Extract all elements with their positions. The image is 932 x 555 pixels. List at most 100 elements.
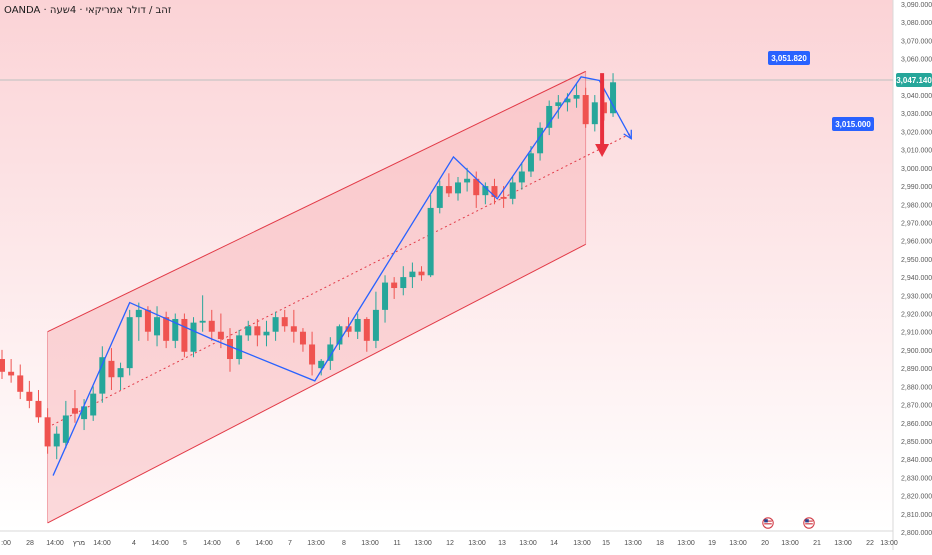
y-tick-label: 2,960.000 bbox=[901, 239, 932, 246]
candle-body bbox=[163, 317, 170, 341]
candle-body bbox=[546, 105, 553, 128]
candle-body bbox=[117, 368, 124, 378]
x-tick-label: 20 bbox=[761, 540, 769, 547]
zigzag-line bbox=[52, 76, 632, 476]
candle-body bbox=[309, 344, 316, 365]
candle-body bbox=[473, 178, 480, 196]
x-tick-label: 8 bbox=[342, 540, 346, 547]
x-tick-label: 13:00 bbox=[573, 540, 591, 547]
candle-body bbox=[582, 95, 589, 125]
candle-body bbox=[290, 326, 297, 332]
x-tick-label: 12 bbox=[446, 540, 454, 547]
y-tick-label: 2,890.000 bbox=[901, 366, 932, 373]
candle-body bbox=[610, 82, 617, 114]
candle-body bbox=[135, 309, 142, 318]
x-tick-label: 13 bbox=[498, 540, 506, 547]
zigzag-pattern bbox=[52, 76, 632, 476]
candle-body bbox=[345, 326, 352, 332]
chart-title: OANDA · זהב / דולר אמריקאי · 4שעה bbox=[4, 5, 172, 16]
y-tick-label: 2,970.000 bbox=[901, 220, 932, 227]
y-tick-label: 3,000.000 bbox=[901, 166, 932, 173]
y-axis-ticks: 3,090.0003,080.0003,070.0003,060.0003,05… bbox=[901, 2, 932, 537]
candle-body bbox=[144, 309, 151, 332]
candle-body bbox=[172, 318, 179, 341]
channel-midline bbox=[47, 132, 632, 428]
x-axis-ticks: :00 28 14:00 מרץ 14:00 4 14:00 5 14:00 6 14:00 7 13:… bbox=[1, 540, 898, 547]
candle-body bbox=[236, 335, 243, 360]
y-tick-label: 2,900.000 bbox=[901, 348, 932, 355]
candle-body bbox=[254, 326, 261, 336]
y-tick-label: 2,800.000 bbox=[901, 530, 932, 537]
x-tick-label: 21 bbox=[813, 540, 821, 547]
price-labels: 3,047.140 3,051.820 3,015.000 bbox=[768, 51, 932, 131]
event-icons bbox=[762, 517, 815, 529]
candle-body bbox=[0, 359, 5, 372]
annotation-label-target-bg bbox=[832, 117, 874, 131]
candle-body bbox=[17, 375, 24, 392]
candle-body bbox=[482, 186, 489, 196]
candle-body bbox=[154, 317, 161, 336]
y-tick-label: 2,950.000 bbox=[901, 257, 932, 264]
candle-body bbox=[527, 153, 534, 172]
candle-body bbox=[53, 433, 60, 447]
x-tick-label: 13:00 bbox=[834, 540, 852, 547]
candle-body bbox=[537, 127, 544, 154]
flag-stripe bbox=[764, 520, 772, 522]
candle-body bbox=[509, 182, 516, 199]
candle-body bbox=[500, 196, 507, 199]
y-tick-label: 3,070.000 bbox=[901, 38, 932, 45]
x-tick-label: 4 bbox=[132, 540, 136, 547]
annotation-label-high-bg bbox=[768, 51, 810, 65]
x-tick-label: 15 bbox=[602, 540, 610, 547]
candle-body bbox=[272, 317, 279, 332]
flag-canton bbox=[764, 519, 768, 523]
x-tick-label: 13:00 bbox=[519, 540, 537, 547]
x-tick-label: 14:00 bbox=[203, 540, 221, 547]
x-tick-label: 19 bbox=[708, 540, 716, 547]
x-tick-label: 14 bbox=[550, 540, 558, 547]
candle-body bbox=[99, 357, 106, 394]
x-tick-label: 14:00 bbox=[255, 540, 273, 547]
x-tick-label: 13:00 bbox=[307, 540, 325, 547]
candle-body bbox=[427, 207, 434, 276]
x-tick-label: 13:00 bbox=[781, 540, 799, 547]
y-tick-label: 2,940.000 bbox=[901, 275, 932, 282]
x-tick-label: 7 bbox=[288, 540, 292, 547]
y-tick-label: 2,810.000 bbox=[901, 512, 932, 519]
y-tick-label: 2,920.000 bbox=[901, 312, 932, 319]
candle-body bbox=[318, 360, 325, 369]
candle-body bbox=[455, 182, 461, 194]
x-tick-label: 13:00 bbox=[361, 540, 379, 547]
candle-body bbox=[573, 95, 580, 99]
candle-body bbox=[71, 408, 78, 414]
y-tick-label: 3,060.000 bbox=[901, 57, 932, 64]
y-tick-label: 2,840.000 bbox=[901, 457, 932, 464]
x-tick-label: 22 bbox=[866, 540, 874, 547]
candle-body bbox=[181, 318, 188, 352]
y-tick-label: 2,860.000 bbox=[901, 421, 932, 428]
flag-canton bbox=[805, 519, 809, 523]
x-tick-label: 13:00 bbox=[677, 540, 695, 547]
candle-body bbox=[190, 322, 197, 352]
x-tick-label: 5 bbox=[183, 540, 187, 547]
zigzag-arrowhead bbox=[623, 129, 632, 140]
y-tick-label: 3,020.000 bbox=[901, 129, 932, 136]
x-tick-label: 18 bbox=[656, 540, 664, 547]
candle-body bbox=[126, 317, 133, 369]
flag-stripe bbox=[805, 523, 813, 525]
candle-body bbox=[108, 360, 115, 378]
y-tick-label: 2,870.000 bbox=[901, 403, 932, 410]
y-tick-label: 2,910.000 bbox=[901, 330, 932, 337]
y-tick-label: 3,080.000 bbox=[901, 20, 932, 27]
candle-body bbox=[400, 277, 407, 289]
y-tick-label: 2,820.000 bbox=[901, 494, 932, 501]
candle-body bbox=[491, 186, 498, 197]
candle-body bbox=[591, 102, 598, 125]
y-tick-label: 3,090.000 bbox=[901, 2, 932, 9]
y-tick-label: 2,850.000 bbox=[901, 439, 932, 446]
current-price-label-bg bbox=[896, 73, 932, 87]
candle-body bbox=[327, 344, 334, 361]
x-tick-label: 13:00 bbox=[729, 540, 747, 547]
channel-upper-line bbox=[47, 70, 586, 333]
